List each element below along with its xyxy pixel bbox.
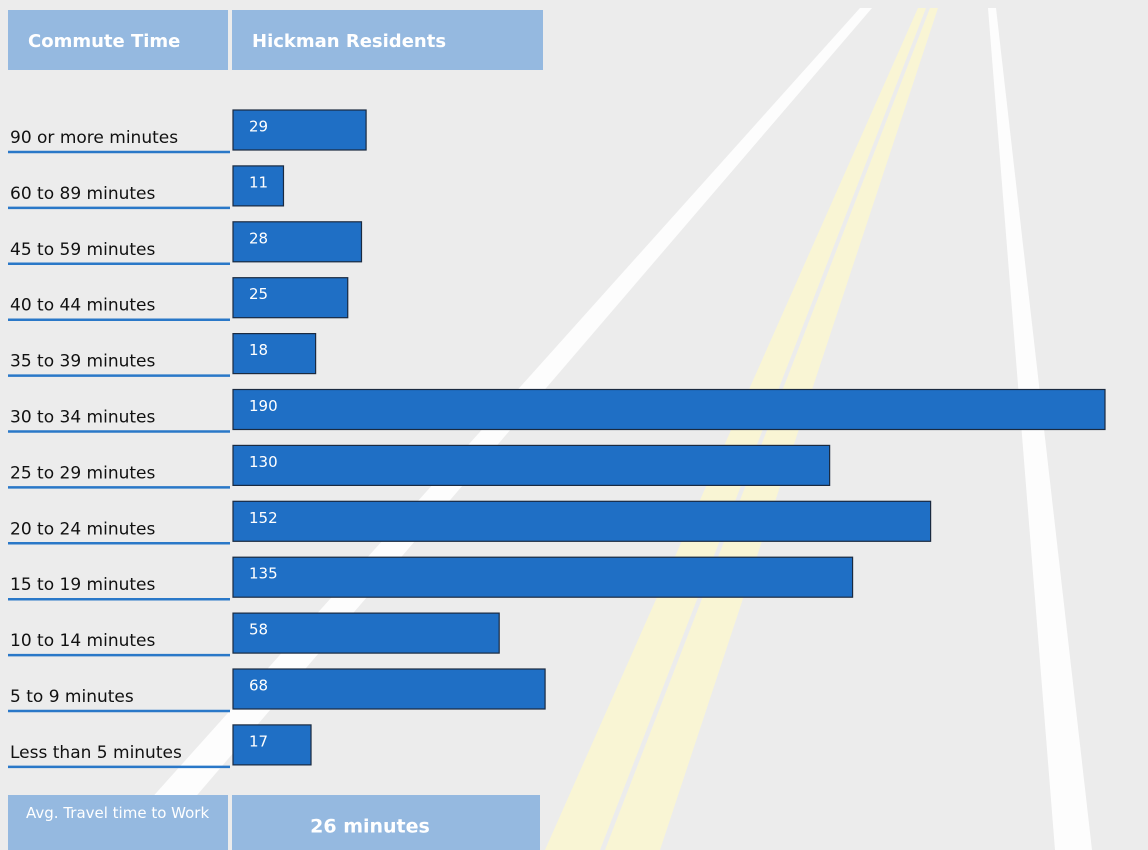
value-label: 29 bbox=[249, 118, 268, 136]
bar bbox=[232, 277, 349, 319]
value-label: 11 bbox=[249, 173, 268, 191]
value-label: 17 bbox=[249, 732, 268, 750]
category-label: 15 to 19 minutes bbox=[10, 575, 155, 595]
category-label: 60 to 89 minutes bbox=[10, 184, 155, 204]
header-cell bbox=[8, 10, 228, 70]
category-label: Less than 5 minutes bbox=[10, 743, 182, 763]
value-label: 25 bbox=[249, 285, 268, 303]
value-label: 68 bbox=[249, 677, 268, 695]
value-label: 152 bbox=[249, 509, 278, 527]
footer-label: Avg. Travel time to Work bbox=[26, 804, 210, 822]
category-label: 40 to 44 minutes bbox=[10, 296, 155, 316]
bar bbox=[232, 500, 932, 542]
header-cell bbox=[232, 10, 543, 70]
category-label: 90 or more minutes bbox=[10, 128, 178, 148]
bar bbox=[232, 724, 312, 766]
category-label: 10 to 14 minutes bbox=[10, 631, 155, 651]
category-label: 5 to 9 minutes bbox=[10, 687, 134, 707]
header-text: Hickman Residents bbox=[252, 31, 446, 52]
category-label: 35 to 39 minutes bbox=[10, 352, 155, 372]
bar bbox=[232, 165, 285, 207]
category-label: 30 to 34 minutes bbox=[10, 408, 155, 428]
bar bbox=[232, 444, 831, 486]
value-label: 135 bbox=[249, 565, 278, 583]
footer-value: 26 minutes bbox=[310, 816, 430, 838]
footer-cell bbox=[232, 795, 540, 850]
bar bbox=[232, 668, 546, 710]
value-label: 58 bbox=[249, 621, 268, 639]
value-label: 130 bbox=[249, 453, 278, 471]
bar bbox=[232, 333, 317, 375]
value-label: 18 bbox=[249, 341, 268, 359]
footer-cell bbox=[8, 795, 228, 850]
bar bbox=[232, 612, 500, 654]
footer-label-box: Avg. Travel time to Work bbox=[26, 804, 210, 822]
bar bbox=[232, 556, 854, 598]
value-label: 28 bbox=[249, 229, 268, 247]
bar bbox=[232, 109, 367, 151]
category-label: 20 to 24 minutes bbox=[10, 519, 155, 539]
category-label: 25 to 29 minutes bbox=[10, 463, 155, 483]
header-text: Commute Time bbox=[28, 31, 180, 52]
category-label: 45 to 59 minutes bbox=[10, 240, 155, 260]
bar bbox=[232, 388, 1106, 431]
value-label: 190 bbox=[249, 397, 278, 415]
bar bbox=[232, 221, 363, 263]
